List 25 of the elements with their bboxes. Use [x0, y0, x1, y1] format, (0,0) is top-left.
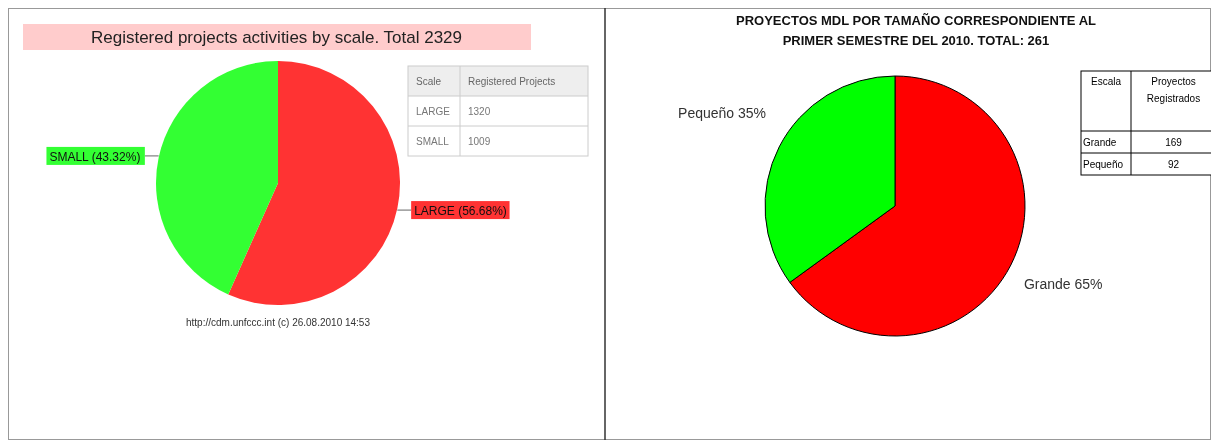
category-label: SMALL [416, 136, 450, 147]
category-label: Pequeño [1083, 159, 1124, 170]
pie-slice [228, 61, 400, 305]
text: Registered Projects [468, 76, 556, 87]
data-label: 1320 [468, 106, 491, 117]
pie-slice [156, 61, 278, 295]
legend-title: Scale [416, 76, 442, 87]
data-label: 169 [1165, 137, 1183, 148]
legend-title: Escala [1090, 76, 1122, 87]
data-label: (56.68%) [458, 204, 507, 219]
category-label: LARGE [416, 106, 451, 117]
data-label: (43.32%) [91, 149, 141, 164]
chart-title: Registered projects activities by scale. Total 2329 [90, 28, 463, 47]
slice-label: LARGE [414, 204, 455, 219]
slice-label: SMALL [49, 149, 90, 164]
category-label: Grande [1083, 137, 1117, 148]
data-label: 65% [1074, 275, 1103, 292]
slice-label: Grande [1023, 275, 1071, 292]
data-label: 35% [738, 105, 767, 122]
text: http://cdm.unfccc.int (c) 26.08.2010 14:53 [186, 317, 371, 328]
data-label: 1009 [468, 136, 491, 147]
text: Proyectos Registrados [1146, 76, 1201, 104]
chart-title: PROYECTOS MDL POR TAMAÑO CORRESPONDIENTE AL PRIMER SEMESTRE DEL 2010. TOTAL: 261 [736, 13, 1097, 48]
slice-label: Pequeño [678, 105, 735, 122]
data-label: 92 [1167, 159, 1180, 170]
